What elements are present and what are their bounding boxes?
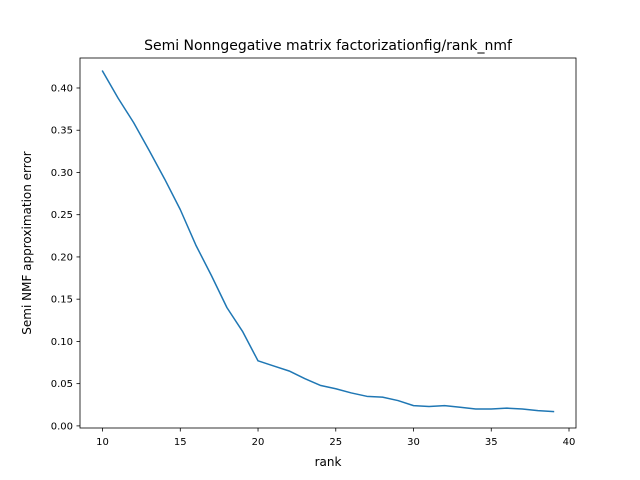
y-tick-label: 0.40 [51,83,73,94]
y-tick-label: 0.15 [51,295,73,306]
data-point [288,370,290,372]
y-tick-label: 0.35 [51,126,73,137]
series-line [101,70,555,413]
data-point [133,122,135,124]
data-point [226,307,228,309]
data-point [382,396,384,398]
x-tick-label: 35 [485,437,498,448]
data-point [351,392,353,394]
x-tick-label: 30 [407,437,420,448]
x-axis-ticks: 10 15 20 25 30 35 40 [96,428,575,448]
data-point [148,150,150,152]
data-point [335,388,337,390]
x-tick-label: 20 [252,437,265,448]
y-tick-label: 0.30 [51,168,73,179]
data-point [428,406,430,408]
y-axis-ticks: 0.00 0.05 0.10 0.15 0.20 0.25 0.30 0.35 0.40 [51,83,80,432]
data-point [304,378,306,380]
data-point [180,209,182,211]
x-axis-label: rank [315,455,342,469]
data-point [366,396,368,398]
y-tick-label: 0.10 [51,337,73,348]
y-tick-label: 0.20 [51,252,73,263]
data-point [117,97,119,99]
data-point [444,405,446,407]
data-point [413,405,415,407]
data-point [257,360,259,362]
x-tick-label: 40 [563,437,576,448]
data-point [164,178,166,180]
data-point [195,244,197,246]
data-point [242,331,244,333]
data-point [102,70,104,72]
data-point [553,411,555,413]
x-tick-label: 15 [174,437,187,448]
data-point [491,408,493,410]
y-tick-label: 0.00 [51,421,73,432]
y-tick-label: 0.25 [51,210,73,221]
x-tick-label: 10 [96,437,109,448]
series-layer [101,70,555,413]
y-axis-label: Semi NMF approximation error [20,151,34,335]
data-point [459,407,461,409]
data-point [506,407,508,409]
plot-frame [79,57,577,429]
plot-area [80,58,576,428]
data-point [522,408,524,410]
data-point [211,275,213,277]
data-point [397,400,399,402]
data-point [319,385,321,387]
data-point [475,408,477,410]
chart-title: Semi Nonngegative matrix factorizationfi… [144,38,513,54]
data-point [537,410,539,412]
y-tick-label: 0.05 [51,379,73,390]
data-point [273,365,275,367]
x-tick-label: 25 [329,437,342,448]
